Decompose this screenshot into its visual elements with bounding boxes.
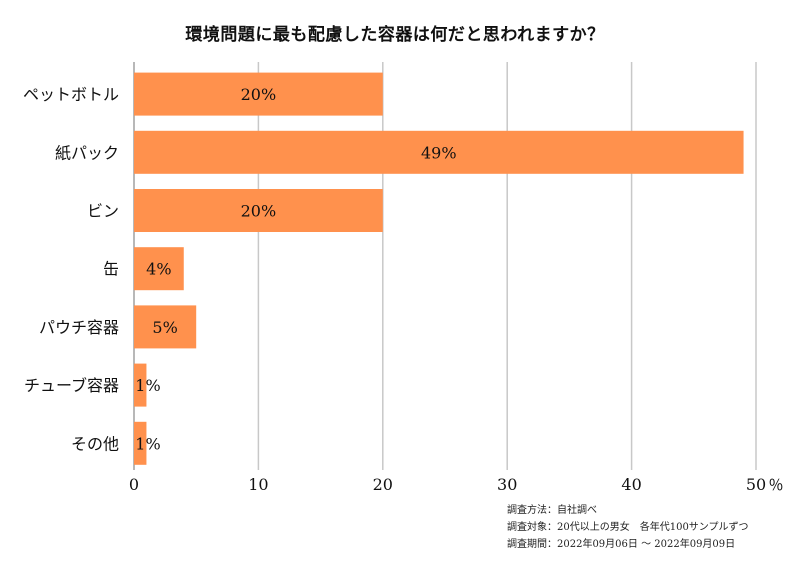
chart-title: 環境問題に最も配慮した容器は何だと思われますか？ bbox=[185, 25, 605, 45]
value-label: 49% bbox=[421, 143, 457, 162]
value-label: 4% bbox=[146, 260, 171, 279]
category-label: その他 bbox=[71, 434, 119, 453]
value-label: 5% bbox=[152, 318, 177, 337]
bar bbox=[134, 189, 383, 232]
x-tick-label: 50 bbox=[746, 475, 766, 494]
x-unit-label: ％ bbox=[768, 476, 783, 494]
bar bbox=[134, 363, 147, 407]
gridlines bbox=[133, 62, 757, 470]
bar bbox=[134, 421, 147, 465]
bar bbox=[134, 130, 744, 174]
value-label: 20% bbox=[241, 85, 277, 104]
value-label: 1% bbox=[135, 434, 160, 453]
note-method: 調査方法：自社調べ bbox=[507, 505, 597, 516]
value-labels: 20% 49% 20% 4% 5% 1% 1% bbox=[135, 85, 456, 453]
x-tick-labels: 0 10 20 30 40 50 bbox=[129, 475, 766, 494]
x-tick-label: 10 bbox=[248, 475, 268, 494]
x-tick-label: 20 bbox=[373, 475, 393, 494]
x-tick-label: 30 bbox=[497, 475, 517, 494]
note-period: 調査期間：2022年09月06日 ～ 2022年09月09日 bbox=[507, 539, 736, 550]
category-label: ビン bbox=[87, 202, 119, 221]
note-target: 調査対象：20代以上の男女 各年代100サンプルずつ bbox=[507, 522, 749, 533]
category-label: 缶 bbox=[103, 260, 119, 279]
survey-notes: 調査方法：自社調べ 調査対象：20代以上の男女 各年代100サンプルずつ 調査期… bbox=[507, 502, 749, 553]
x-tick-label: 40 bbox=[621, 475, 641, 494]
category-label: 紙パック bbox=[55, 143, 119, 162]
bar bbox=[134, 247, 184, 291]
value-label: 20% bbox=[241, 202, 277, 221]
category-label: チューブ容器 bbox=[24, 376, 119, 395]
bars bbox=[134, 72, 744, 465]
bar bbox=[134, 72, 383, 116]
category-label: パウチ容器 bbox=[39, 318, 119, 337]
bar bbox=[134, 305, 197, 349]
value-label: 1% bbox=[135, 376, 160, 395]
category-label: ペットボトル bbox=[23, 85, 119, 104]
x-tick-label: 0 bbox=[129, 475, 139, 494]
